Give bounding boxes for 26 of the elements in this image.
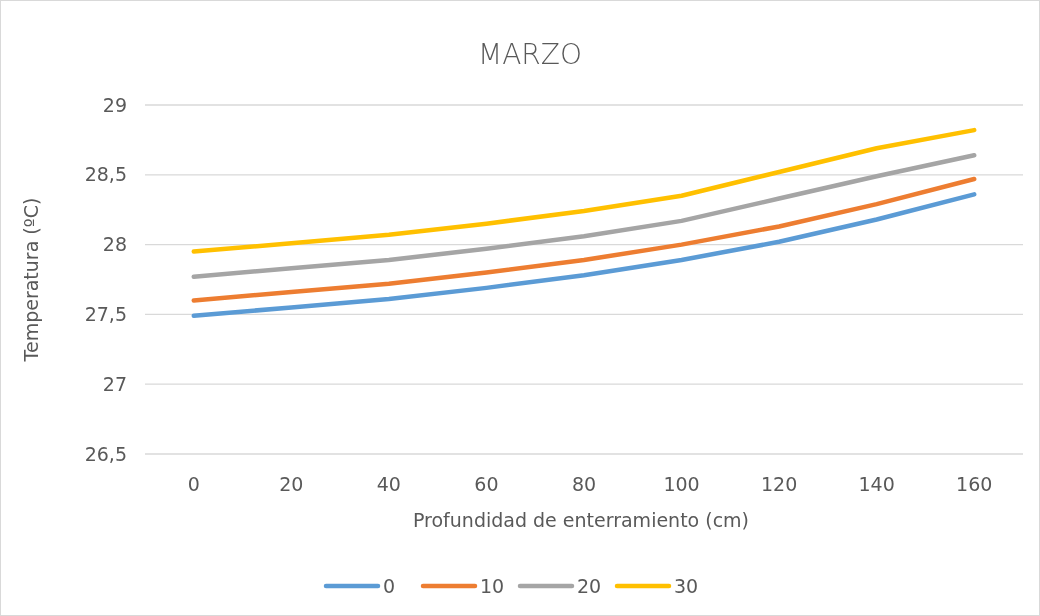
x-tick-label: 60 [474,473,499,495]
legend-label: 20 [577,574,602,597]
line-series [191,176,977,303]
y-tick-label: 26,5 [84,442,127,465]
legend-label: 10 [480,574,505,597]
chart-title: MARZO [478,38,582,71]
line-series [191,192,977,319]
x-tick-label: 120 [760,473,798,495]
y-tick-label: 29 [102,93,127,116]
y-axis-title: Temperatura (ºC) [20,197,42,363]
x-tick-label: 40 [376,473,401,495]
x-tick-label: 80 [571,473,597,495]
line-series [191,153,977,279]
y-tick-label: 27 [102,372,127,395]
y-tick-label: 28,5 [84,163,127,186]
legend-label: 30 [674,574,699,597]
y-tick-label: 27,5 [84,303,127,326]
line-series [191,127,977,254]
y-tick-label: 28 [102,233,127,256]
x-tick-label: 100 [663,473,700,495]
x-axis-title: Profundidad de enterramiento (cm) [412,509,750,531]
x-tick-label: 0 [187,473,200,495]
x-tick-label: 140 [858,473,895,495]
x-tick-label: 20 [279,473,304,495]
x-tick-label: 160 [956,473,993,495]
legend-label: 0 [383,574,396,597]
